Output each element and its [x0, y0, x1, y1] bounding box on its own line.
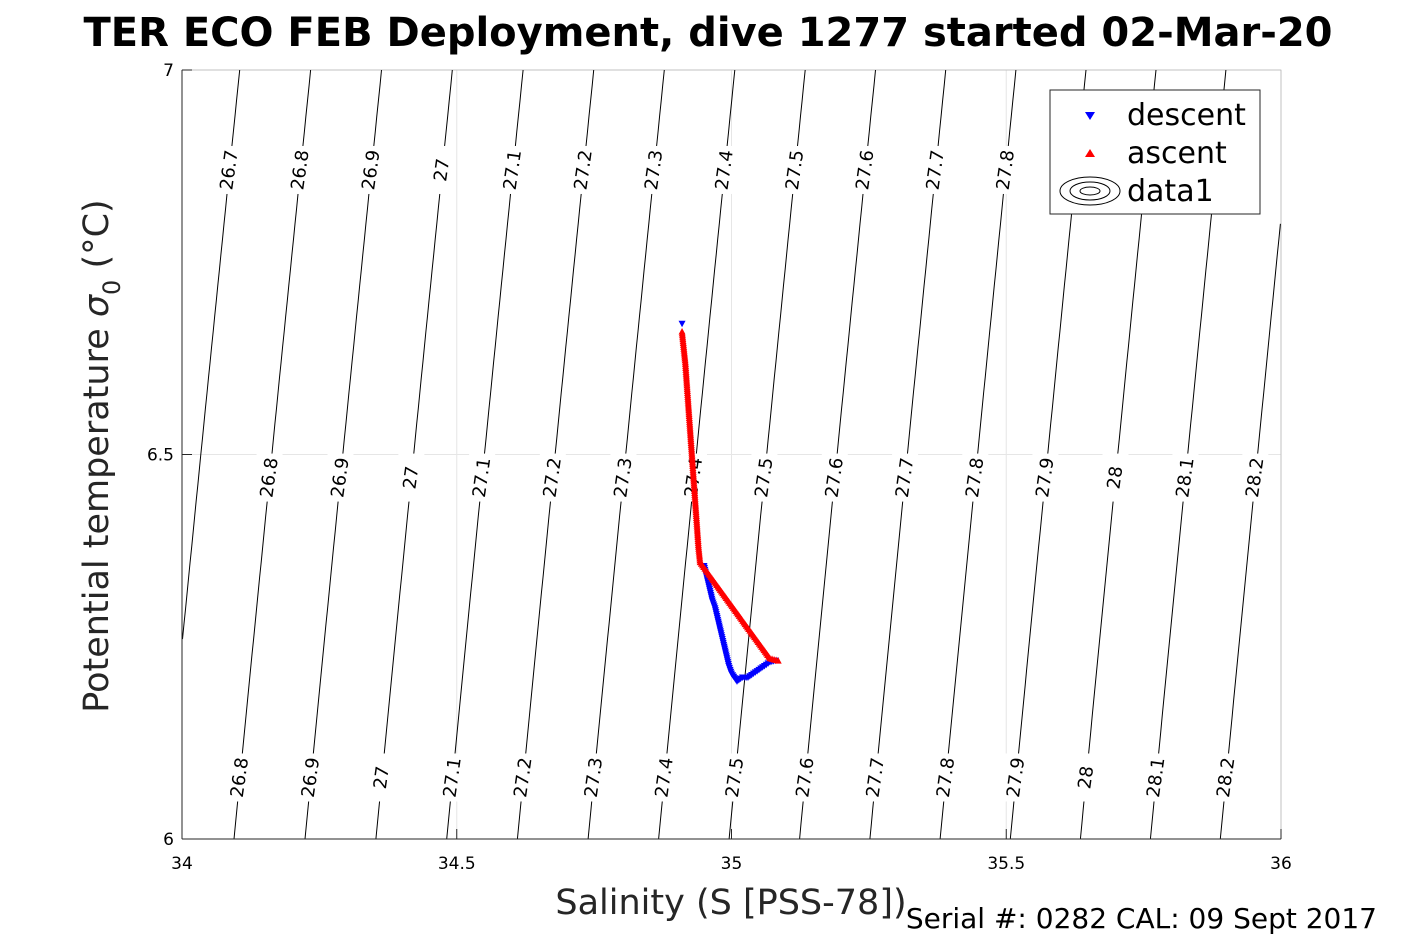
contour-label-background [1172, 453, 1199, 502]
legend-box [1049, 89, 1261, 215]
contour-label: 27 [430, 157, 454, 183]
contour-label-background [751, 453, 778, 502]
serial-cal-footer: Serial #: 0282 CAL: 09 Sept 2017 [906, 902, 1377, 935]
contour-label-background [499, 145, 526, 194]
legend-ascent-label: ascent [1127, 136, 1227, 171]
contour-label-background [792, 753, 819, 802]
y-axis-label-subscript: 0 [98, 280, 126, 295]
contour-label-background [1032, 453, 1059, 502]
x-axis-ticks: 34 34.5 35 35.5 36 [171, 829, 1292, 874]
contour-label-background [570, 145, 597, 194]
contour-label-background [358, 145, 385, 194]
contour-label-background [398, 453, 425, 502]
y-axis-label-sigma: σ [77, 293, 117, 317]
y-tick-label: 6 [163, 830, 174, 850]
contour-label: 27 [399, 465, 423, 491]
contour-label-background [1102, 453, 1129, 502]
contour-label-background [651, 753, 678, 802]
contour-label-background [327, 453, 354, 502]
ascent-series [678, 327, 782, 664]
contour-label: 27 [370, 765, 394, 791]
contour-label-background [1003, 753, 1030, 802]
contour-label-background [1213, 753, 1240, 802]
y-axis-label: Potential temperature σ0 (°C) [77, 199, 126, 712]
contour-label-background [469, 453, 496, 502]
contour-label-background [297, 753, 324, 802]
chart-title: TER ECO FEB Deployment, dive 1277 starte… [83, 10, 1332, 56]
y-tick-label: 6.5 [147, 446, 174, 466]
legend-data1-contour-icon [1059, 176, 1121, 206]
contour-label: 28 [1074, 765, 1098, 791]
contour-label-background [892, 453, 919, 502]
contour-label-background [610, 453, 637, 502]
contour-label-background [922, 145, 949, 194]
contour-label-background [256, 453, 283, 502]
x-tick-label: 36 [1270, 854, 1292, 874]
contour-line [1219, 223, 1281, 840]
x-tick-label: 35 [721, 854, 743, 874]
contour-label-background [933, 753, 960, 802]
contour-label-background [439, 753, 466, 802]
contour-label-background [722, 753, 749, 802]
contour-label-background [992, 145, 1019, 194]
contour-label-background [962, 453, 989, 502]
descent-point [678, 320, 686, 328]
y-axis-ticks: 66.57 [147, 61, 192, 850]
contour-label-background [1073, 753, 1100, 802]
legend-ascent-marker [1085, 149, 1095, 157]
contour-label-background [287, 145, 314, 194]
contour-label-background [539, 453, 566, 502]
contour-label-background [711, 145, 738, 194]
contour-label-background [429, 145, 456, 194]
contour-label-background [782, 145, 809, 194]
y-axis-label-main: Potential temperature [77, 317, 117, 713]
descent-series [678, 320, 779, 685]
x-tick-label: 35.5 [987, 854, 1025, 874]
x-tick-label: 34.5 [438, 854, 476, 874]
contour-label: 28 [1103, 465, 1127, 491]
contour-label-background [852, 145, 879, 194]
x-axis-label: Salinity (S [PSS-78]) [555, 883, 906, 923]
contour-label-background [821, 453, 848, 502]
ascent-point [774, 657, 782, 664]
legend-descent-marker [1085, 112, 1095, 120]
legend-data1-label: data1 [1127, 174, 1214, 209]
x-tick-label: 34 [171, 854, 193, 874]
contour-label-background [216, 145, 243, 194]
contour-label-background [1242, 453, 1269, 502]
contour-label-background [641, 145, 668, 194]
y-tick-label: 7 [163, 61, 174, 81]
contour-label-background [510, 753, 537, 802]
contour-label-background [862, 753, 889, 802]
legend: descent ascent data1 [1049, 89, 1261, 215]
contour-label-background [368, 753, 395, 802]
contour-label-background [581, 753, 608, 802]
contour-label-background [1143, 753, 1170, 802]
contour-label-background [226, 753, 253, 802]
density-contour-labels: 26.7 26.8 26.9 27 27.1 27.2 27.3 27.4 27.5 27.6 27… [216, 145, 1269, 802]
y-axis-label-unit: (°C) [77, 199, 117, 279]
legend-descent-label: descent [1127, 98, 1246, 133]
